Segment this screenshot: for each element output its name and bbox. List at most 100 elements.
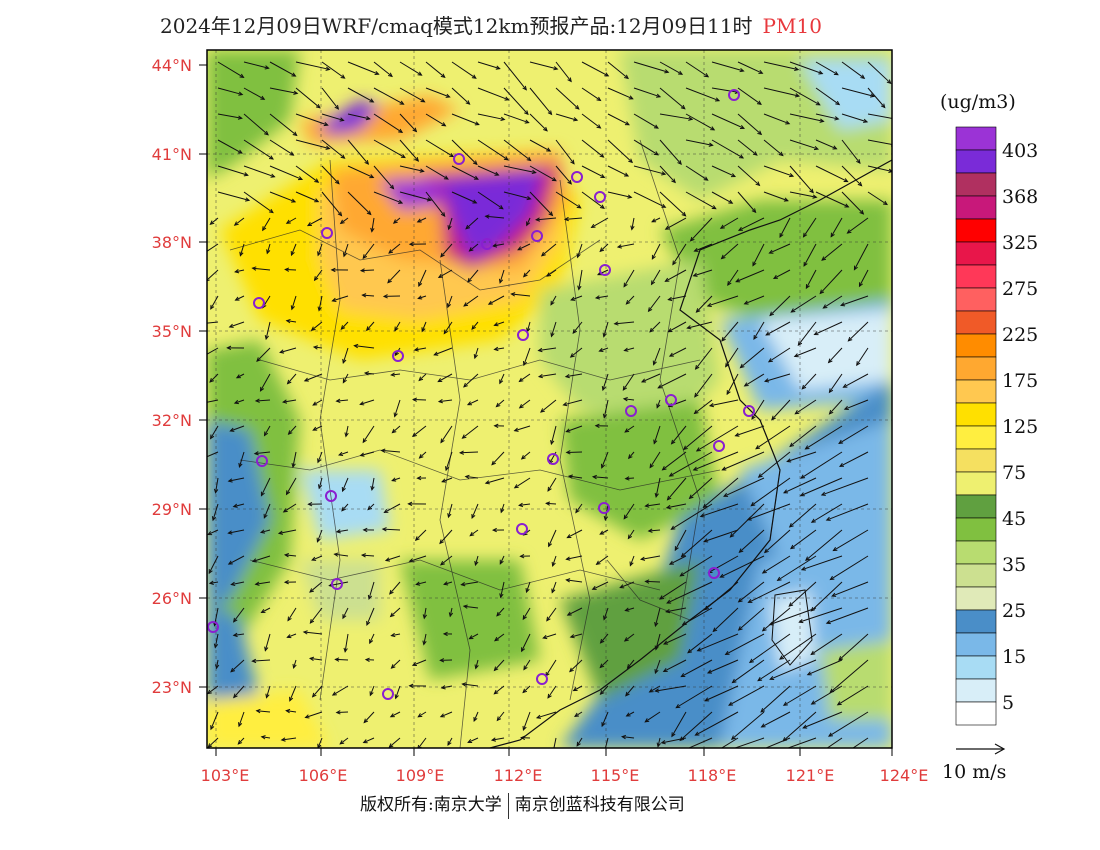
wind-arrow: [711, 139, 744, 159]
wind-scale-label: 10 m/s: [942, 761, 1006, 783]
wind-arrow: [725, 347, 739, 367]
wind-arrow: [697, 633, 739, 652]
wind-arrow-head: [365, 326, 371, 332]
wind-arrow-head: [603, 615, 608, 621]
wind-arrow: [321, 87, 339, 110]
wind-arrow: [367, 503, 375, 510]
wind-arrow: [434, 347, 453, 356]
wind-arrow-head: [342, 358, 347, 365]
wind-arrow: [336, 529, 349, 533]
legend-level-label: 35: [1002, 554, 1026, 576]
wind-arrow-head: [594, 295, 601, 300]
wind-arrow-head: [880, 103, 886, 109]
wind-arrow-head: [334, 104, 340, 110]
city-markers: [207, 89, 755, 700]
wind-arrow-head: [493, 689, 499, 695]
wind-arrow: [425, 113, 446, 127]
wind-arrow-head: [445, 466, 450, 472]
wind-arrow: [494, 347, 505, 350]
wind-arrow-head: [408, 241, 414, 247]
wind-arrow-head: [340, 154, 346, 159]
wind-arrow: [288, 425, 297, 435]
wind-arrow-head: [254, 581, 260, 586]
wind-arrow: [662, 451, 687, 471]
wind-arrow: [366, 607, 375, 626]
wind-arrow-head: [243, 172, 249, 177]
legend-level-label: 5: [1002, 692, 1014, 714]
wind-arrow: [577, 243, 583, 258]
wind-arrow-head: [510, 292, 516, 297]
wind-arrow-head: [468, 635, 474, 640]
wind-arrow: [654, 607, 661, 627]
wind-arrow-head: [390, 664, 396, 669]
legend-color-box: [955, 678, 997, 703]
wind-arrow-head: [359, 268, 365, 273]
wind-arrow-head: [550, 300, 555, 306]
wind-arrow-head: [752, 261, 757, 267]
wind-arrow: [800, 477, 843, 497]
wind-arrow: [243, 61, 269, 69]
wind-arrow-head: [569, 667, 574, 673]
wind-arrow: [687, 321, 713, 329]
wind-arrow: [394, 321, 401, 331]
wind-arrow: [739, 529, 765, 553]
wind-arrow: [465, 475, 479, 479]
wind-arrow-head: [392, 219, 398, 224]
wind-arrow-head: [656, 403, 661, 409]
wind-arrow-head: [232, 632, 238, 638]
wind-arrow-head: [789, 544, 795, 550]
wind-arrow: [653, 347, 661, 365]
wind-arrow-head: [750, 501, 756, 507]
wind-arrow: [517, 243, 531, 251]
wind-arrow-head: [809, 188, 814, 194]
wind-arrow: [763, 61, 799, 71]
legend-color-box: [955, 195, 997, 220]
wind-arrow: [703, 477, 739, 508]
wind-arrow: [254, 451, 271, 455]
legend-level-label: 175: [1002, 370, 1038, 392]
wind-arrow: [574, 711, 583, 717]
wind-arrow-head: [290, 305, 295, 311]
wind-arrow: [438, 399, 453, 403]
wind-arrow-head: [664, 225, 670, 230]
wind-arrow: [295, 61, 330, 70]
wind-arrow: [570, 347, 583, 358]
wind-arrow: [418, 295, 427, 299]
wind-arrow: [496, 607, 505, 617]
wind-arrow: [287, 633, 297, 638]
wind-arrow: [655, 633, 661, 650]
wind-arrow: [694, 243, 713, 252]
wind-arrow: [228, 477, 245, 482]
wind-arrow-head: [227, 530, 233, 535]
wind-arrow-head: [369, 691, 374, 697]
city-marker: [708, 567, 720, 579]
wind-arrow: [269, 113, 297, 136]
wind-arrow-head: [317, 484, 323, 490]
wind-arrow: [764, 737, 791, 748]
wind-arrow: [761, 711, 791, 728]
wind-arrow: [563, 399, 583, 406]
wind-arrow-head: [654, 688, 660, 693]
wind-arrow-head: [708, 402, 715, 408]
wind-arrow-head: [810, 650, 816, 656]
wind-arrow: [573, 685, 583, 692]
wind-arrow-head: [260, 608, 266, 613]
wind-arrow: [363, 711, 375, 723]
wind-arrow: [500, 503, 505, 513]
wind-arrow-head: [747, 598, 753, 603]
wind-arrow: [829, 373, 843, 393]
wind-arrow-head: [670, 525, 676, 530]
wind-arrow-head: [647, 307, 653, 313]
wind-arrow: [709, 399, 739, 407]
wind-arrow-head: [692, 466, 698, 471]
wind-arrow-head: [210, 725, 215, 731]
wind-arrow-head: [768, 621, 774, 626]
wind-arrow: [332, 685, 349, 696]
wind-arrow: [596, 555, 609, 565]
city-marker: [392, 350, 404, 362]
wind-arrow: [695, 711, 739, 736]
wind-arrow: [521, 451, 531, 460]
wind-arrow-head: [834, 116, 840, 121]
wind-arrow: [811, 503, 843, 523]
wind-arrow-head: [550, 440, 555, 446]
